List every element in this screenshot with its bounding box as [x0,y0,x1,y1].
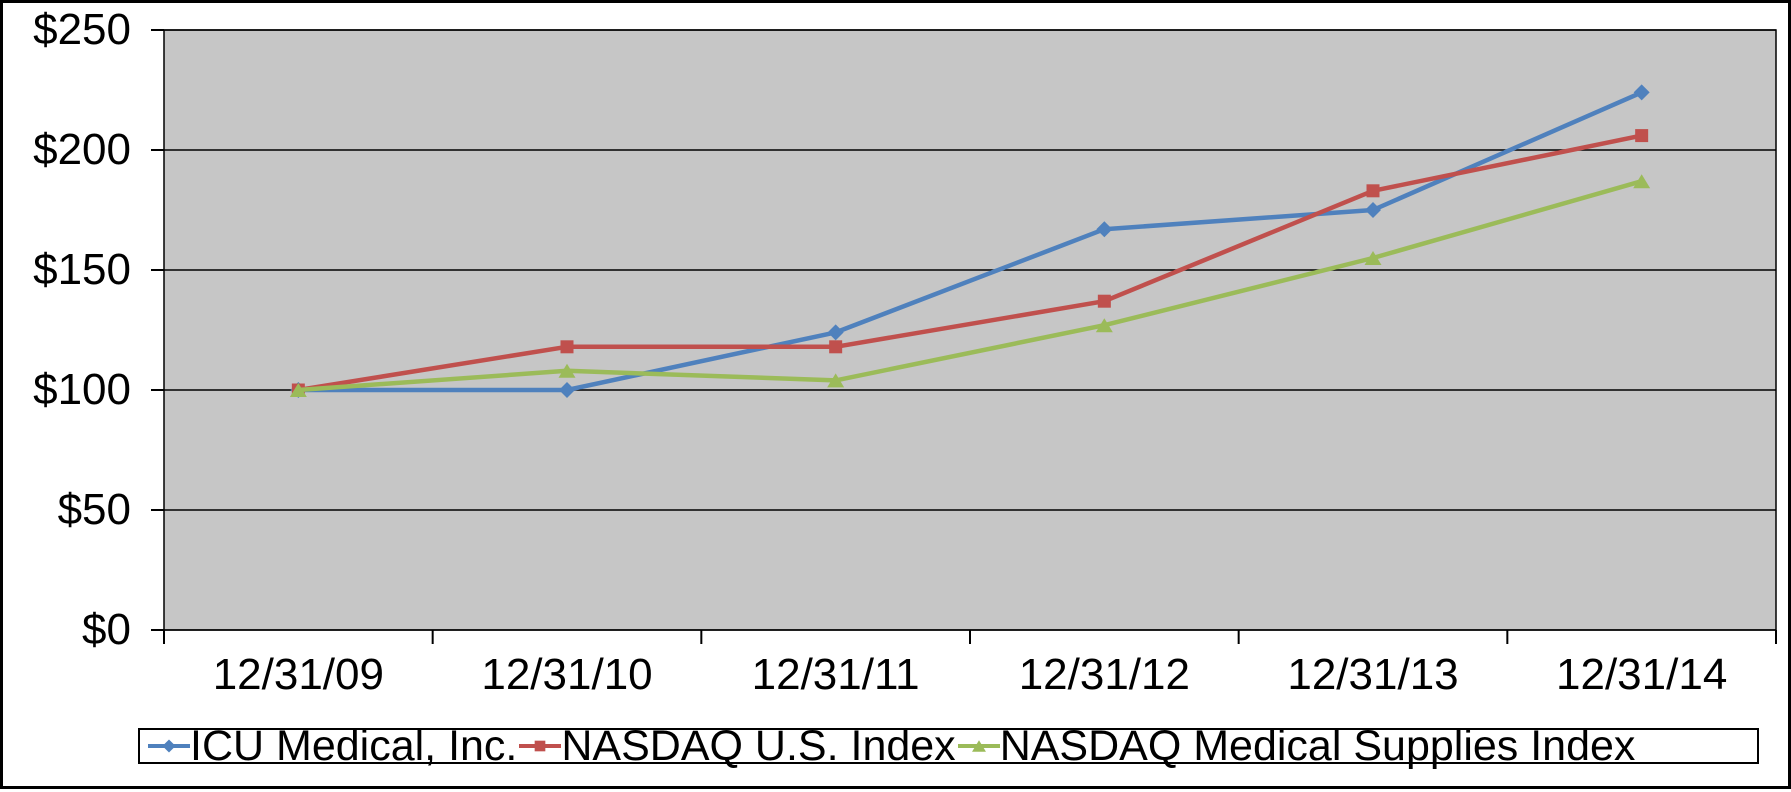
legend-sample [148,739,190,753]
y-axis-tick-label: $100 [33,365,131,414]
y-axis-tick-label: $0 [82,605,131,654]
x-axis-tick-label: 12/31/12 [1018,650,1190,699]
triangle-marker-icon [289,383,307,397]
legend-item-label: NASDAQ U.S. Index [561,722,956,770]
y-axis-tick-label: $150 [33,245,131,294]
triangle-marker-icon [1095,318,1113,333]
y-axis-tick-label: $200 [33,125,131,174]
diamond-marker-icon [1633,84,1650,101]
series-line [297,133,1643,393]
legend-sample [957,740,1000,752]
x-axis-tick-label: 12/31/10 [481,650,653,699]
plot-area [151,29,1777,644]
diamond-marker-icon [827,324,844,341]
legend-sample [519,740,562,752]
x-axis-tick-label: 12/31/11 [751,650,920,699]
legend-item-label: NASDAQ Medical Supplies Index [999,722,1636,770]
diamond-marker-icon [1096,221,1113,238]
square-marker-icon [535,740,546,752]
square-marker-icon [560,340,574,354]
x-axis-tick-label: 12/31/09 [212,650,384,699]
square-marker-icon [1635,129,1649,143]
diamond-marker-icon [1365,202,1381,218]
triangle-marker-icon [558,363,576,378]
square-marker-icon [829,340,843,354]
square-marker-icon [1097,294,1111,308]
plot-area-background [163,29,1777,631]
triangle-marker-icon [971,740,986,752]
triangle-marker-icon [1364,251,1382,265]
legend-item-label: ICU Medical, Inc. [190,722,518,770]
y-axis-tick-label: $250 [33,5,131,54]
legend-item: NASDAQ Medical Supplies Index [957,722,1636,770]
diamond-marker-icon [162,739,176,753]
triangle-marker-icon [827,373,845,388]
series-line [298,179,1643,393]
y-axis-tick-label: $50 [57,485,131,534]
legend-item: NASDAQ U.S. Index [519,722,956,770]
triangle-marker-icon [1633,174,1651,189]
diamond-marker-icon [559,382,575,398]
x-axis-tick-label: 12/31/13 [1287,650,1459,699]
series-line [298,90,1643,393]
x-axis-tick-label: 12/31/14 [1556,650,1728,699]
square-marker-icon [1366,184,1380,198]
legend-box: ICU Medical, Inc. NASDAQ U.S. Index NASDAQ… [138,722,1759,770]
legend-item: ICU Medical, Inc. [148,722,518,770]
